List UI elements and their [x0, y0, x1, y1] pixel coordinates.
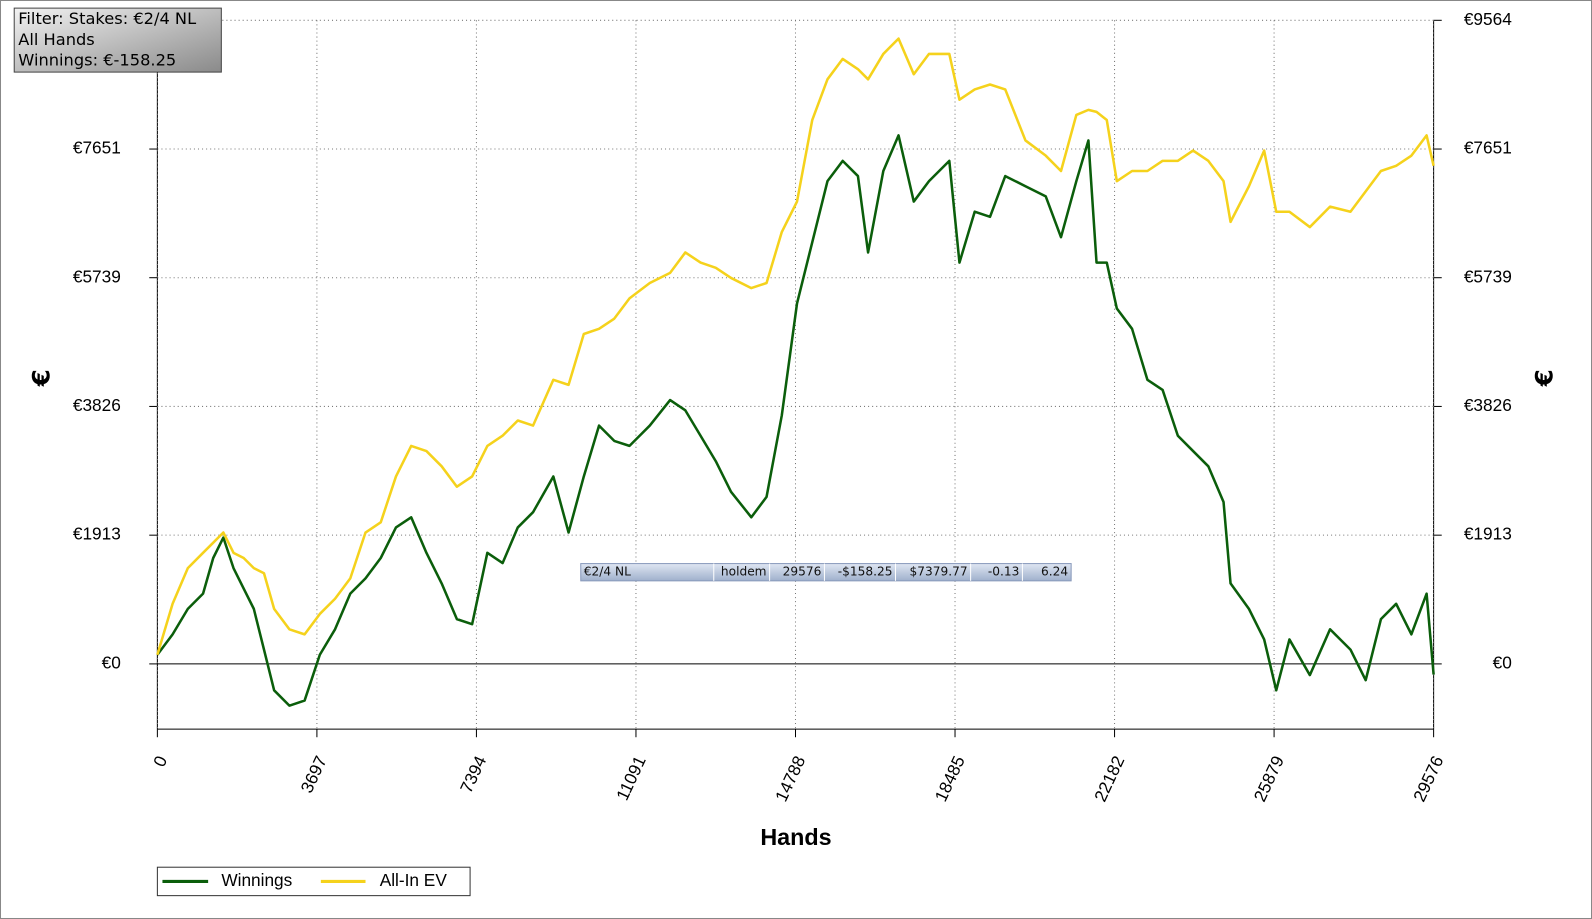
- y-tick-label: €0: [102, 652, 121, 672]
- legend-box: [156, 866, 471, 897]
- y2-axis-label: €: [1529, 369, 1558, 387]
- legend-label: All-In EV: [380, 870, 448, 890]
- y2-tick-label: €5739: [1464, 266, 1512, 286]
- x-axis-label: Hands: [760, 824, 831, 850]
- info-line: Winnings: €-158.25: [18, 50, 176, 69]
- summary-cell: $7379.77: [910, 565, 968, 579]
- summary-row-bg: [580, 563, 1072, 582]
- legend-label: Winnings: [221, 870, 292, 890]
- y2-tick-label: €0: [1493, 652, 1512, 672]
- info-line: All Hands: [18, 30, 94, 49]
- legend: Winnings All-In EV: [156, 866, 471, 897]
- lines: [156, 37, 1435, 707]
- y2-tick-label: €7651: [1464, 138, 1512, 158]
- y-tick-label: €7651: [73, 138, 121, 158]
- summary-cell: €2/4 NL: [584, 565, 631, 579]
- y2-tick-label: €9564: [1464, 9, 1512, 29]
- y-axis-label: €: [27, 369, 56, 387]
- series-line: [156, 37, 1435, 656]
- summary-cell: holdem: [721, 565, 767, 579]
- y2-tick-label: €1913: [1464, 524, 1512, 544]
- info-box-bg: [13, 7, 222, 73]
- summary-cell: 29576: [783, 565, 822, 579]
- summary-cell: -0.13: [988, 565, 1019, 579]
- summary-cell: -$158.25: [838, 565, 893, 579]
- summary-row: €2/4 NL holdem 29576 -$158.25 $7379.77 -0.13 6…: [580, 563, 1072, 582]
- info-box: Filter: Stakes: €2/4 NL All Hands Winnin…: [13, 7, 222, 73]
- y-tick-label: €5739: [73, 266, 121, 286]
- y2-tick-label: €3826: [1464, 395, 1512, 415]
- summary-cell: 6.24: [1041, 565, 1068, 579]
- info-line: Filter: Stakes: €2/4 NL: [18, 9, 196, 28]
- series-line: [156, 134, 1435, 707]
- y-tick-label: €3826: [73, 395, 121, 415]
- y-tick-label: €1913: [73, 524, 121, 544]
